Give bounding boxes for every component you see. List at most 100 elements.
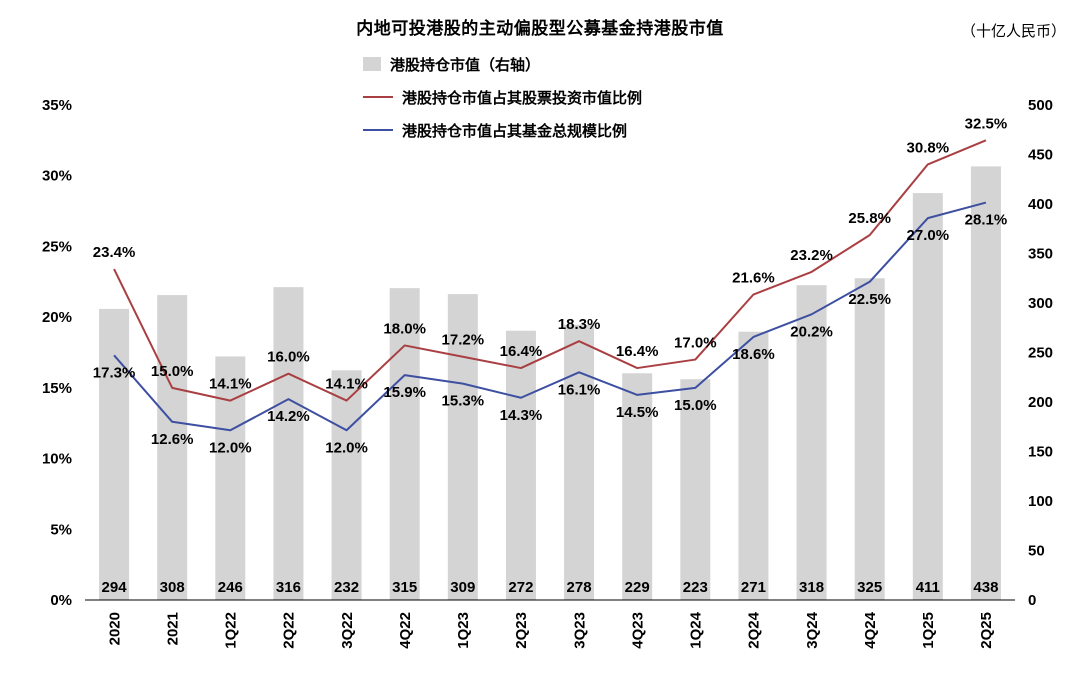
- right-axis-tick-label: 50: [1028, 543, 1045, 560]
- bar-value-label: 278: [567, 579, 592, 596]
- bar-value-label: 315: [392, 579, 417, 596]
- x-axis-tick-label: 3Q22: [339, 612, 356, 649]
- legend-label: 港股持仓市值占其基金总规模比例: [402, 122, 628, 140]
- bar: [912, 193, 943, 601]
- bar: [447, 294, 478, 600]
- point-value-label: 17.2%: [442, 332, 485, 349]
- bar-value-label: 246: [218, 579, 243, 596]
- point-value-label: 15.3%: [442, 393, 485, 410]
- right-axis-tick-label: 500: [1028, 97, 1053, 114]
- bar-value-label: 294: [102, 579, 128, 596]
- bar: [389, 288, 420, 600]
- bar: [273, 287, 304, 600]
- bar: [738, 331, 769, 600]
- point-value-label: 21.6%: [732, 270, 775, 287]
- point-value-label: 14.1%: [325, 376, 368, 393]
- point-value-label: 15.9%: [383, 384, 426, 401]
- bar: [622, 373, 653, 600]
- legend-label: 港股持仓市值占其股票投资市值比例: [402, 89, 643, 107]
- bar-value-label: 271: [741, 579, 766, 596]
- point-value-label: 23.2%: [790, 247, 833, 264]
- right-axis-tick-label: 100: [1028, 493, 1053, 510]
- bar: [564, 324, 595, 600]
- red-line-swatch-icon: [363, 96, 393, 98]
- bar-value-label: 229: [625, 579, 650, 596]
- x-axis-tick-label: 1Q24: [688, 611, 705, 648]
- right-axis-tick-label: 200: [1028, 394, 1053, 411]
- bar-swatch-icon: [363, 57, 381, 71]
- left-axis-tick-label: 5%: [50, 521, 72, 538]
- point-value-label: 28.1%: [965, 212, 1008, 229]
- chart-title: 内地可投港股的主动偏股型公募基金持港股市值: [356, 19, 724, 38]
- right-axis-tick-label: 150: [1028, 444, 1053, 461]
- left-axis-tick-label: 35%: [42, 97, 72, 114]
- x-axis-tick-label: 2Q25: [978, 612, 995, 649]
- point-value-label: 22.5%: [848, 291, 891, 308]
- point-value-label: 23.4%: [93, 244, 136, 261]
- point-value-label: 16.1%: [558, 381, 601, 398]
- right-axis-tick-label: 250: [1028, 345, 1053, 362]
- point-value-label: 17.0%: [674, 335, 717, 352]
- bar: [331, 370, 362, 600]
- legend-item-blue-line: 港股持仓市值占其基金总规模比例: [363, 118, 642, 142]
- point-value-label: 32.5%: [965, 115, 1008, 132]
- x-axis-tick-label: 2Q23: [513, 612, 530, 649]
- x-axis-tick-label: 3Q24: [804, 611, 821, 648]
- point-value-label: 30.8%: [907, 139, 950, 156]
- bar: [680, 379, 711, 600]
- legend-label: 港股持仓市值（右轴）: [390, 56, 541, 74]
- point-value-label: 12.0%: [209, 439, 252, 456]
- point-value-label: 14.5%: [616, 404, 659, 421]
- x-axis-tick-label: 2021: [164, 612, 181, 645]
- bar-value-label: 316: [276, 579, 301, 596]
- point-value-label: 14.1%: [209, 376, 252, 393]
- bar-value-label: 223: [683, 579, 708, 596]
- legend-item-red-line: 港股持仓市值占其股票投资市值比例: [363, 85, 642, 109]
- right-axis-unit-label: （十亿人民币）: [960, 23, 1066, 40]
- x-axis-tick-label: 4Q24: [862, 611, 879, 648]
- x-axis-tick-label: 2Q22: [281, 612, 298, 649]
- bar-value-label: 309: [450, 579, 475, 596]
- bar: [854, 278, 885, 600]
- point-value-label: 20.2%: [790, 323, 833, 340]
- bar: [796, 285, 827, 600]
- point-value-label: 14.3%: [500, 407, 543, 424]
- bar: [970, 166, 1001, 600]
- point-value-label: 15.0%: [151, 363, 194, 380]
- bar-value-label: 318: [799, 579, 824, 596]
- x-axis-tick-label: 4Q23: [629, 612, 646, 649]
- right-axis-tick-label: 0: [1028, 592, 1036, 609]
- x-axis-tick-label: 3Q23: [571, 612, 588, 649]
- x-axis-tick-label: 1Q23: [455, 612, 472, 649]
- bar: [505, 330, 536, 600]
- line-series: [113, 201, 987, 432]
- point-value-label: 16.4%: [500, 343, 543, 360]
- right-axis-tick-label: 350: [1028, 246, 1053, 263]
- left-axis-tick-label: 25%: [42, 238, 72, 255]
- bar-value-label: 325: [857, 579, 882, 596]
- point-value-label: 18.3%: [558, 316, 601, 333]
- x-axis-tick-label: 1Q25: [920, 612, 937, 649]
- bar-value-label: 411: [916, 579, 940, 596]
- right-axis-tick-label: 300: [1028, 295, 1053, 312]
- bar-value-label: 272: [508, 579, 533, 596]
- bar: [99, 308, 130, 600]
- bar-value-label: 232: [334, 579, 359, 596]
- point-value-label: 16.0%: [267, 349, 310, 366]
- point-value-label: 18.6%: [732, 346, 775, 363]
- x-axis-tick-label: 2020: [106, 612, 123, 645]
- point-value-label: 15.0%: [674, 397, 717, 414]
- x-axis-tick-label: 2Q24: [746, 611, 763, 648]
- right-axis-tick-label: 450: [1028, 147, 1053, 164]
- bar-value-label: 438: [973, 579, 998, 596]
- point-value-label: 17.3%: [93, 364, 136, 381]
- legend-item-bar: 港股持仓市值（右轴）: [363, 52, 642, 76]
- left-axis-tick-label: 0%: [50, 592, 72, 609]
- left-axis-tick-label: 30%: [42, 168, 72, 185]
- bar: [157, 295, 188, 600]
- point-value-label: 27.0%: [907, 227, 950, 244]
- point-value-label: 12.0%: [325, 439, 368, 456]
- bar: [215, 356, 246, 600]
